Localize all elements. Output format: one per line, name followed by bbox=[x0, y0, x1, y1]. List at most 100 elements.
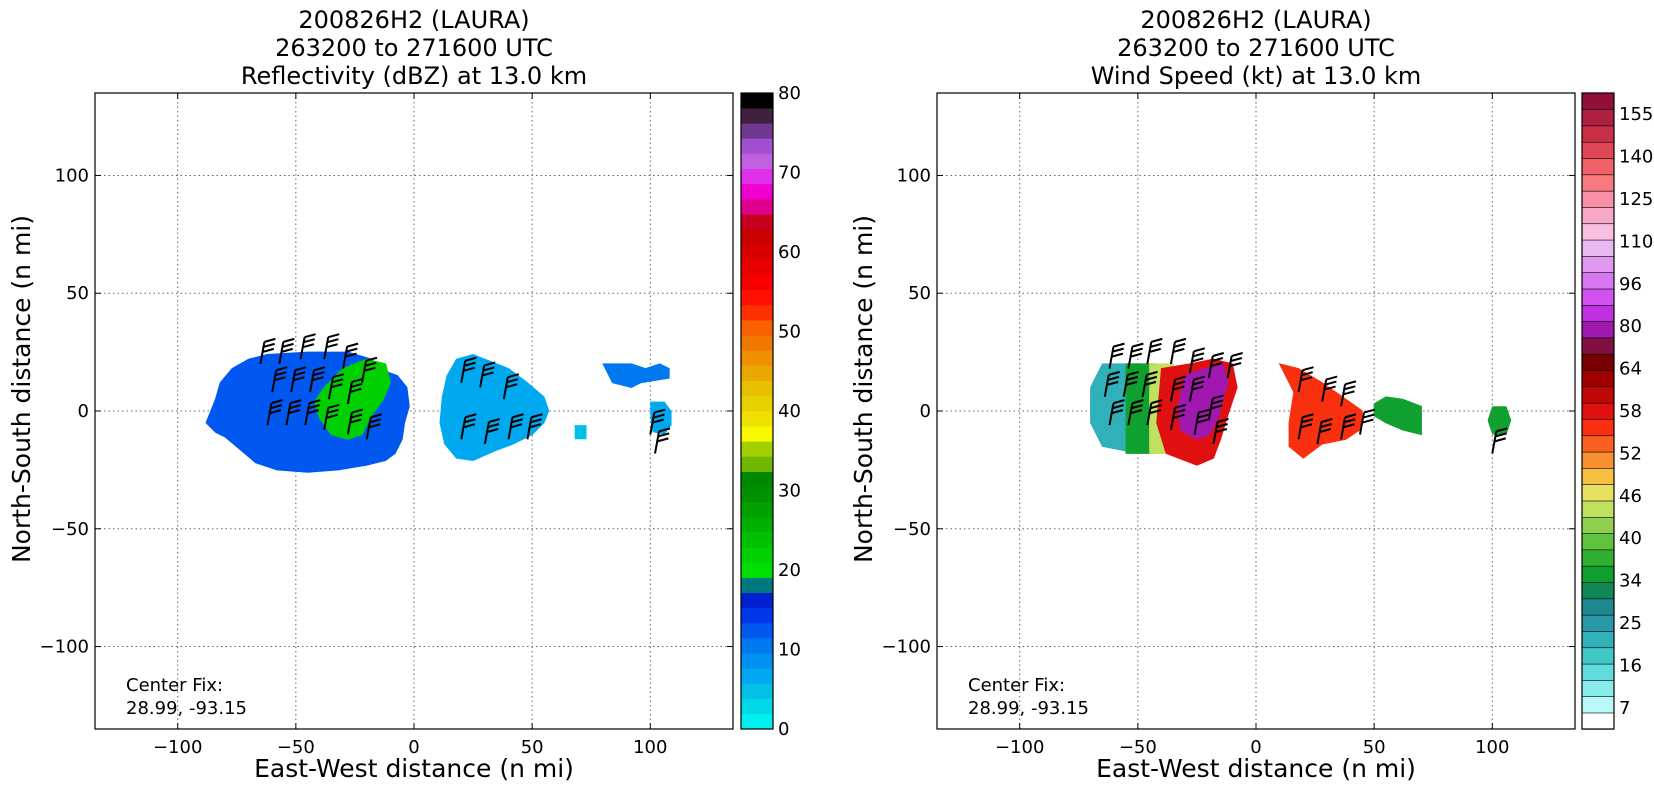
colorbar: 7 16 25 34 40 46 52 58 64 80 96 110 125 140 155 bbox=[1581, 92, 1653, 730]
x-tick-label: 50 bbox=[521, 737, 544, 758]
x-tick-label: 100 bbox=[633, 737, 667, 758]
y-tick-label: −50 bbox=[51, 519, 89, 540]
colorbar-swatch bbox=[741, 683, 773, 700]
colorbar-swatch bbox=[1581, 223, 1615, 241]
colorbar-swatch bbox=[741, 713, 773, 730]
colorbar-tick-label: 7 bbox=[1619, 698, 1630, 719]
wind-barb bbox=[299, 333, 316, 360]
colorbar-swatch bbox=[741, 93, 773, 109]
wind-barb bbox=[1188, 347, 1206, 374]
colorbar-swatch bbox=[741, 305, 773, 321]
wind-barb bbox=[1207, 394, 1225, 421]
colorbar-swatch bbox=[741, 320, 773, 336]
colorbar-tick-label: 70 bbox=[778, 163, 801, 184]
y-tick-label: −100 bbox=[40, 637, 89, 658]
wind-barb bbox=[278, 337, 295, 365]
colorbar-swatch bbox=[741, 153, 773, 170]
wind-barb bbox=[285, 399, 302, 426]
center-fix-label: Center Fix: bbox=[968, 675, 1065, 696]
colorbar-swatch bbox=[1581, 206, 1615, 225]
colorbar-tick-label: 30 bbox=[778, 481, 801, 502]
wind-barb bbox=[304, 399, 321, 426]
wind-barb bbox=[502, 373, 520, 400]
wind-barb bbox=[526, 413, 543, 440]
y-tick-label: 100 bbox=[55, 165, 89, 186]
colorbar-swatch bbox=[741, 547, 773, 563]
colorbar-swatch bbox=[741, 501, 773, 518]
colorbar-swatch bbox=[1581, 190, 1615, 208]
colorbar-tick-label: 10 bbox=[778, 640, 801, 661]
colorbar-swatch bbox=[1581, 386, 1615, 404]
wind-barb bbox=[460, 413, 477, 440]
colorbar-tick-label: 110 bbox=[1619, 231, 1653, 252]
colorbar-tick-label: 58 bbox=[1619, 401, 1642, 422]
wind-barb bbox=[1141, 370, 1158, 398]
field-patch bbox=[1487, 406, 1512, 435]
colorbar-swatch bbox=[741, 138, 773, 154]
colorbar-swatch bbox=[741, 562, 773, 578]
center-fix-label: Center Fix: bbox=[126, 675, 223, 696]
colorbar-swatch bbox=[1581, 272, 1615, 290]
colorbar-swatch bbox=[1581, 467, 1615, 485]
x-axis-label: East-West distance (n mi) bbox=[1096, 754, 1416, 783]
colorbar-swatch bbox=[741, 441, 773, 457]
x-tick-label: 100 bbox=[1475, 737, 1509, 758]
colorbar-swatch bbox=[1581, 141, 1615, 159]
colorbar-swatch bbox=[1581, 304, 1615, 322]
colorbar-swatch bbox=[1581, 288, 1615, 306]
colorbar-swatch bbox=[1581, 402, 1615, 420]
y-ticks: −100 −50 0 50 100 bbox=[40, 165, 733, 658]
grid-lines bbox=[937, 93, 1575, 729]
reflectivity-panel: 200826H2 (LAURA) 263200 to 271600 UTC Re… bbox=[7, 6, 801, 783]
colorbar-swatch bbox=[741, 607, 773, 624]
wind-barb bbox=[460, 356, 477, 383]
wind-barb bbox=[1169, 337, 1187, 365]
colorbar-swatch bbox=[741, 214, 773, 230]
colorbar-swatch bbox=[1581, 647, 1615, 665]
colorbar-swatch bbox=[741, 426, 773, 442]
wind-barb bbox=[1226, 352, 1243, 379]
wind-barb bbox=[259, 337, 276, 365]
colorbar-swatch bbox=[1581, 157, 1615, 176]
field-region-far-east bbox=[602, 363, 670, 388]
y-axis-label: North-South distance (n mi) bbox=[849, 215, 878, 563]
colorbar-swatch bbox=[741, 259, 773, 276]
wind-speed-field bbox=[1090, 358, 1512, 466]
wind-speed-panel: 200826H2 (LAURA) 263200 to 271600 UTC Wi… bbox=[849, 6, 1653, 783]
colorbar-swatch bbox=[741, 199, 773, 215]
y-tick-label: 0 bbox=[78, 401, 89, 422]
field-patch bbox=[574, 425, 587, 440]
x-tick-label: −50 bbox=[1119, 737, 1157, 758]
wind-barb bbox=[1103, 370, 1121, 398]
x-ticks: −100 −50 0 50 100 bbox=[153, 93, 667, 758]
colorbar-swatch bbox=[741, 335, 773, 351]
colorbar-swatch bbox=[1581, 581, 1615, 600]
colorbar-tick-label: 155 bbox=[1619, 104, 1653, 125]
colorbar-swatch bbox=[741, 380, 773, 397]
x-axis-label: East-West distance (n mi) bbox=[254, 754, 574, 783]
colorbar-swatch bbox=[1581, 516, 1615, 534]
colorbar: 0 10 20 30 40 50 60 70 80 bbox=[740, 83, 801, 740]
wind-barb bbox=[1169, 375, 1187, 402]
colorbar-swatch bbox=[741, 471, 773, 488]
colorbar-swatch bbox=[741, 638, 773, 654]
center-fix-value: 28.99, -93.15 bbox=[126, 698, 247, 719]
plot-frame bbox=[936, 92, 1576, 730]
grid-lines bbox=[95, 93, 733, 729]
center-fix-value: 28.99, -93.15 bbox=[968, 698, 1089, 719]
colorbar-swatch bbox=[741, 108, 773, 124]
colorbar-tick-label: 96 bbox=[1619, 274, 1642, 295]
wind-barb bbox=[1169, 403, 1187, 431]
colorbar-swatch bbox=[741, 517, 773, 533]
x-tick-label: 0 bbox=[1250, 737, 1261, 758]
colorbar-frame bbox=[1581, 92, 1615, 730]
colorbar-swatch bbox=[1581, 435, 1615, 453]
wind-barb bbox=[1108, 399, 1125, 426]
colorbar-swatch bbox=[1581, 533, 1615, 551]
colorbar-swatch bbox=[741, 653, 773, 669]
wind-barb bbox=[290, 366, 307, 393]
wind-barb bbox=[1146, 337, 1163, 365]
colorbar-swatch bbox=[1581, 484, 1615, 502]
colorbar-swatch bbox=[1581, 565, 1615, 583]
title-line-2: 263200 to 271600 UTC bbox=[275, 34, 553, 62]
